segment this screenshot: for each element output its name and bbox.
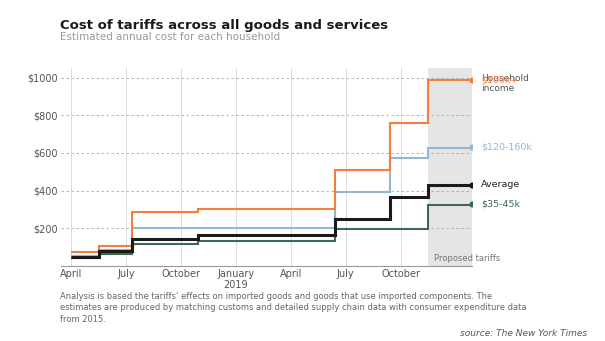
Text: Cost of tariffs across all goods and services: Cost of tariffs across all goods and ser… <box>60 19 388 32</box>
Text: Household
income: Household income <box>481 74 529 93</box>
Text: Proposed tariffs: Proposed tariffs <box>434 254 500 263</box>
Text: Analysis is based the tariffs’ effects on imported goods and goods that use impo: Analysis is based the tariffs’ effects o… <box>60 292 527 324</box>
Text: $35-45k: $35-45k <box>481 199 520 208</box>
Text: source: The New York Times: source: The New York Times <box>460 329 587 338</box>
Text: Average: Average <box>481 180 520 190</box>
Text: Estimated annual cost for each household: Estimated annual cost for each household <box>60 32 281 42</box>
Bar <box>428 68 527 266</box>
Text: $120-160k: $120-160k <box>481 143 532 152</box>
Text: $160k+: $160k+ <box>481 75 518 84</box>
